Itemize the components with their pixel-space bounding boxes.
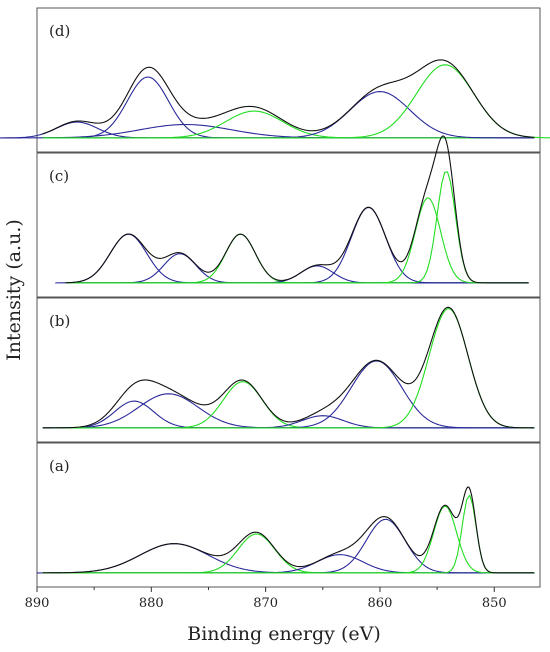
component-peak-1 [37, 543, 535, 574]
envelope-curve [42, 59, 535, 138]
component-peak-5 [65, 206, 529, 284]
panel-frame [36, 7, 541, 153]
panel-label: (d) [49, 22, 70, 40]
component-peak-5 [42, 360, 535, 429]
x-axis-title: Binding energy (eV) [187, 623, 381, 645]
panel-c: (c) [36, 135, 541, 298]
x-tick-label: 850 [482, 596, 507, 611]
component-peak-5 [42, 91, 535, 139]
envelope-curve [65, 135, 529, 284]
x-tick-label: 880 [139, 596, 164, 611]
component-peak-6 [42, 494, 535, 574]
panel-d: (d) [0, 7, 550, 153]
x-tick-label: 870 [253, 596, 278, 611]
component-peak-1 [55, 233, 529, 284]
component-peak-1 [42, 400, 535, 429]
x-axis: 890 880 870 860 850 [25, 587, 507, 611]
envelope-curve [42, 306, 535, 429]
component-peak-7 [65, 171, 529, 284]
panel-label: (c) [49, 167, 69, 185]
component-peak-6 [42, 307, 535, 429]
component-peak-2 [42, 76, 535, 139]
panel-b: (b) [36, 297, 541, 443]
panel-frame [36, 297, 541, 443]
x-tick-label: 890 [25, 596, 50, 611]
panel-a: (a) [36, 442, 541, 588]
envelope-curve [42, 486, 535, 574]
panels-layer: (d) (c) (b) (a) [0, 7, 550, 588]
x-tick-label: 860 [368, 596, 393, 611]
panel-label: (b) [49, 312, 70, 330]
panel-label: (a) [49, 457, 70, 475]
component-peak-4 [65, 265, 529, 284]
panel-frame [36, 442, 541, 588]
panel-frame [36, 152, 541, 298]
y-axis-title: Intensity (a.u.) [3, 219, 25, 361]
